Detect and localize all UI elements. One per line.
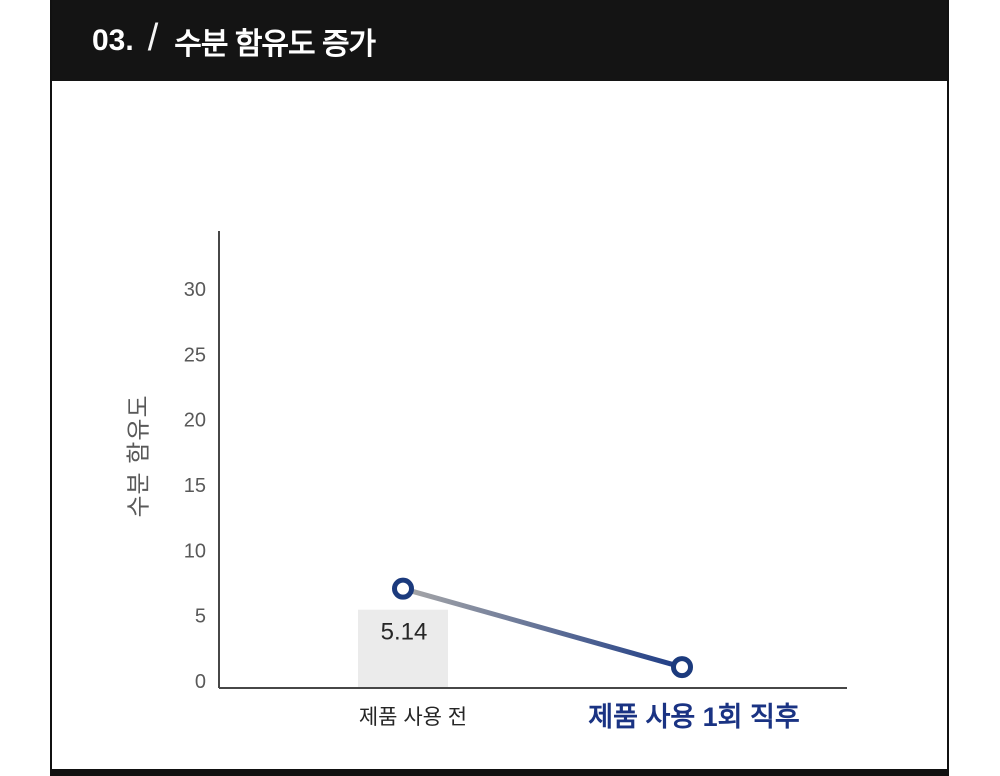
slide-number: 03. [92,23,134,57]
y-axis-title: 수분 함유도 [126,394,153,517]
data-point-marker [392,577,414,600]
slash-separator-icon: / [147,17,159,59]
slide-title: 수분 함유도 증가 [174,27,376,61]
category-label-after: 제품 사용 1회 직후 [588,702,799,732]
category-label-before: 제품 사용 전 [359,706,467,729]
bar [358,609,448,688]
y-tick-label: 10 [184,540,206,562]
header-bar: 03. / 수분 함유도 증가 [52,0,947,81]
y-tick-label: 30 [184,279,206,301]
trend-line [402,586,683,670]
y-tick-label: 5 [195,606,206,628]
data-point-marker [671,656,693,679]
bottom-accent-bar [52,769,947,776]
y-tick-label: 0 [195,671,206,693]
slide-panel: 03. / 수분 함유도 증가 [50,0,949,776]
y-tick-label: 15 [184,475,206,497]
y-tick-label: 20 [184,410,206,432]
y-tick-label: 25 [184,344,206,366]
bar-value-label: 5.14 [381,619,428,646]
